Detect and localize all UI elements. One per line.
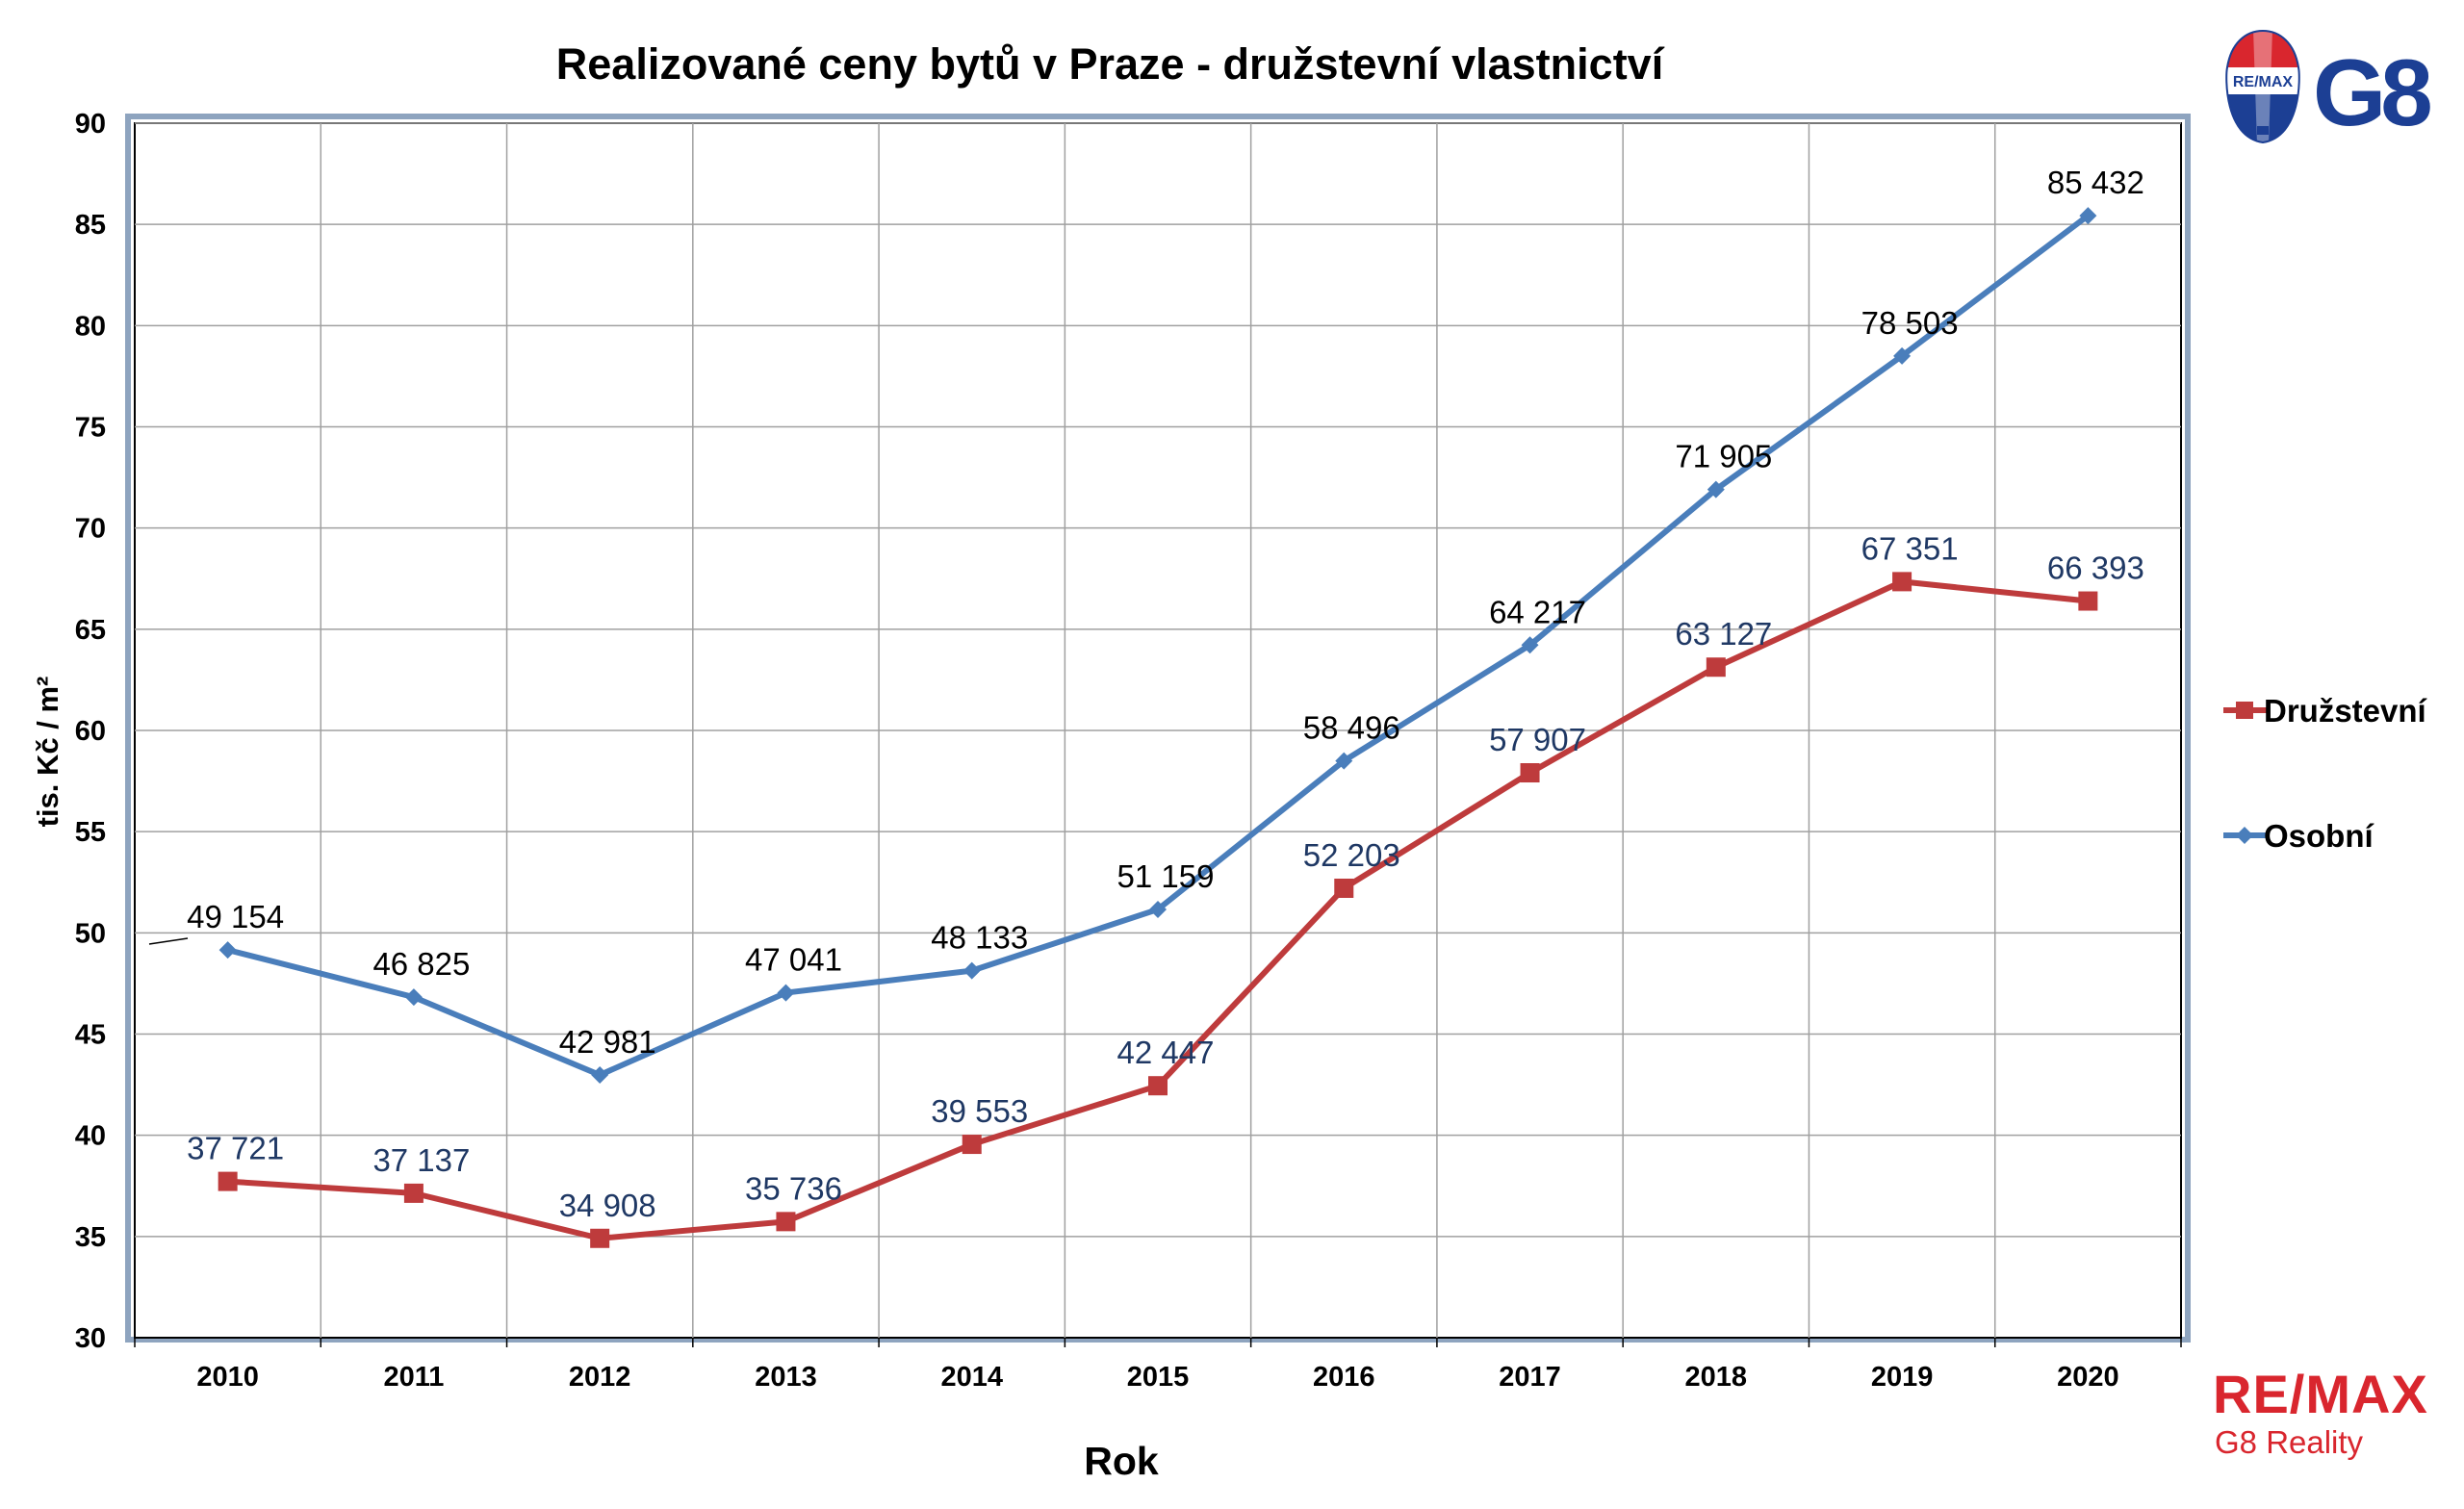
grid-lines — [134, 122, 2182, 1347]
x-tick-label: 2010 — [196, 1362, 259, 1393]
data-point — [1520, 763, 1540, 783]
data-label: 66 393 — [2047, 550, 2144, 586]
data-label: 42 981 — [559, 1024, 656, 1060]
data-label: 63 127 — [1675, 616, 1772, 652]
data-point — [1149, 900, 1167, 918]
y-tick-label: 50 — [75, 918, 106, 949]
y-tick-label: 35 — [75, 1222, 106, 1253]
remax-g8-logo: RE/MAX G8 — [2225, 29, 2436, 145]
x-tick-label: 2020 — [2057, 1362, 2119, 1393]
data-label: 51 159 — [1117, 858, 1215, 894]
chart-title: Realizované ceny bytů v Praze - družstev… — [556, 39, 1665, 89]
x-tick-label: 2016 — [1313, 1362, 1375, 1393]
data-label: 39 553 — [931, 1093, 1028, 1129]
series-markers — [218, 207, 2098, 1248]
y-tick-label: 80 — [75, 311, 106, 342]
y-tick-label: 70 — [75, 514, 106, 545]
data-label: 37 137 — [372, 1142, 470, 1178]
data-label: 78 503 — [1861, 305, 1959, 341]
data-label: 58 496 — [1303, 710, 1400, 746]
legend-swatch-marker — [2236, 702, 2253, 719]
y-tick-label: 60 — [75, 716, 106, 747]
data-label: 57 907 — [1489, 722, 1586, 757]
legend-swatch-marker — [2236, 827, 2253, 844]
x-axis-title: Rok — [1084, 1439, 1159, 1483]
legend: Družstevní Osobní — [2223, 693, 2428, 854]
data-point — [404, 988, 423, 1007]
balloon-text: RE/MAX — [2233, 74, 2294, 90]
data-label: 64 217 — [1489, 594, 1586, 629]
data-point — [403, 1183, 424, 1203]
y-tick-label: 45 — [75, 1020, 106, 1051]
data-point — [218, 1171, 238, 1191]
data-label: 35 736 — [745, 1170, 842, 1206]
x-tick-label: 2012 — [569, 1362, 631, 1393]
y-tick-label: 85 — [75, 210, 106, 241]
y-tick-label: 65 — [75, 615, 106, 646]
data-point — [2079, 207, 2097, 225]
data-label: 67 351 — [1861, 530, 1959, 566]
data-point — [1521, 636, 1539, 654]
y-axis-title: tis. Kč / m² — [31, 677, 64, 828]
data-point — [776, 1212, 796, 1232]
data-point — [1334, 878, 1354, 898]
data-point — [1892, 572, 1912, 592]
x-tick-label: 2011 — [383, 1362, 444, 1393]
data-point — [218, 941, 237, 959]
y-tick-label: 75 — [75, 413, 106, 444]
data-point — [962, 1135, 982, 1155]
balloon-icon: RE/MAX — [2225, 29, 2300, 144]
data-label: 37 721 — [187, 1131, 284, 1166]
data-label: 85 432 — [2047, 165, 2144, 200]
data-point — [1335, 752, 1353, 770]
data-point — [1893, 346, 1912, 365]
data-point — [962, 961, 981, 980]
data-label: 46 825 — [372, 946, 470, 982]
x-axis-tick-labels: 2010 2011 2012 2013 2014 2015 2016 2017 2018 2019… — [196, 1362, 2118, 1393]
x-tick-label: 2017 — [1499, 1362, 1561, 1393]
bottom-logo-subtext: G8 Reality — [2215, 1424, 2364, 1460]
data-label: 47 041 — [745, 942, 842, 978]
data-point — [590, 1228, 610, 1248]
data-label: 48 133 — [931, 920, 1028, 956]
bottom-logo-remax: RE/MAX — [2213, 1364, 2428, 1424]
x-tick-label: 2013 — [755, 1362, 817, 1393]
data-point — [777, 984, 795, 1002]
y-tick-label: 55 — [75, 817, 106, 848]
y-axis-tick-labels: 30 35 40 45 50 55 60 65 70 75 80 85 90 — [75, 109, 106, 1354]
data-point — [1707, 480, 1725, 499]
x-tick-label: 2014 — [940, 1362, 1003, 1393]
data-label: 34 908 — [559, 1188, 656, 1223]
data-label: 52 203 — [1303, 837, 1400, 873]
y-tick-label: 40 — [75, 1121, 106, 1152]
top-logo-g8: G8 — [2313, 39, 2430, 145]
data-point — [591, 1065, 609, 1084]
data-point — [1706, 657, 1726, 678]
x-tick-label: 2015 — [1127, 1362, 1190, 1393]
data-label: 42 447 — [1117, 1035, 1215, 1070]
data-labels: 37 721 37 137 34 908 35 736 39 553 42 447 52 2… — [148, 165, 2144, 1223]
y-tick-label: 90 — [75, 109, 106, 140]
legend-label: Družstevní — [2264, 693, 2428, 729]
data-label: 71 905 — [1675, 439, 1772, 474]
x-tick-label: 2019 — [1871, 1362, 1934, 1393]
y-tick-label: 30 — [75, 1323, 106, 1354]
x-tick-label: 2018 — [1685, 1362, 1748, 1393]
remax-reality-logo: RE/MAX G8 Reality — [2213, 1364, 2428, 1460]
data-label: 49 154 — [187, 899, 284, 934]
data-point — [2078, 591, 2098, 611]
data-point — [1148, 1076, 1168, 1096]
label-leader-line — [148, 937, 189, 945]
legend-label: Osobní — [2264, 818, 2374, 854]
